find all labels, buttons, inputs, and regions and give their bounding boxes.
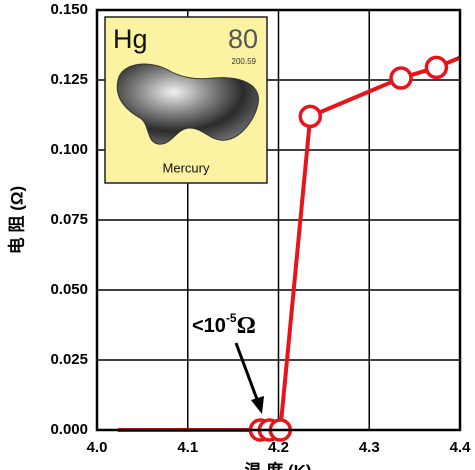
y-tick-label: 0.075 xyxy=(50,211,88,228)
annotation-base: <10 xyxy=(192,315,226,337)
y-tick-label: 0.050 xyxy=(50,281,88,298)
annotation-arrowhead xyxy=(251,396,264,414)
x-tick-label: 4.2 xyxy=(268,439,289,456)
mercury-drop xyxy=(116,63,259,145)
y-tick-label: 0.125 xyxy=(50,71,88,88)
x-axis-label: 温 度 (K) xyxy=(244,460,311,470)
y-tick-label: 0.150 xyxy=(50,1,88,18)
annotation-unit: Ω xyxy=(237,313,256,339)
x-tick-label: 4.3 xyxy=(359,439,380,456)
annotation-arrow xyxy=(234,342,260,403)
y-tick-label: 0.025 xyxy=(50,351,88,368)
data-point xyxy=(424,55,449,80)
data-point xyxy=(298,104,323,129)
data-point xyxy=(389,66,413,90)
y-tick-label: 0.100 xyxy=(50,141,88,158)
x-tick-label: 4.4 xyxy=(450,439,472,456)
inset: Hg 80 200.59 Mercury xyxy=(104,16,268,184)
x-tick-label: 4.0 xyxy=(87,439,108,456)
inset-name: Mercury xyxy=(163,160,210,175)
inset-number: 80 xyxy=(228,24,258,54)
annotation: <10-5Ω xyxy=(192,311,264,414)
annotation-text: <10-5Ω xyxy=(192,311,256,338)
annotation-sup: -5 xyxy=(226,311,237,325)
y-axis-label: 电 阻 (Ω) xyxy=(6,186,26,254)
plot-frame xyxy=(95,8,462,432)
y-tick-label: 0.000 xyxy=(50,421,88,438)
inset-symbol: Hg xyxy=(113,24,148,54)
x-tick-label: 4.1 xyxy=(177,439,198,456)
inset-mass: 200.59 xyxy=(232,57,257,66)
